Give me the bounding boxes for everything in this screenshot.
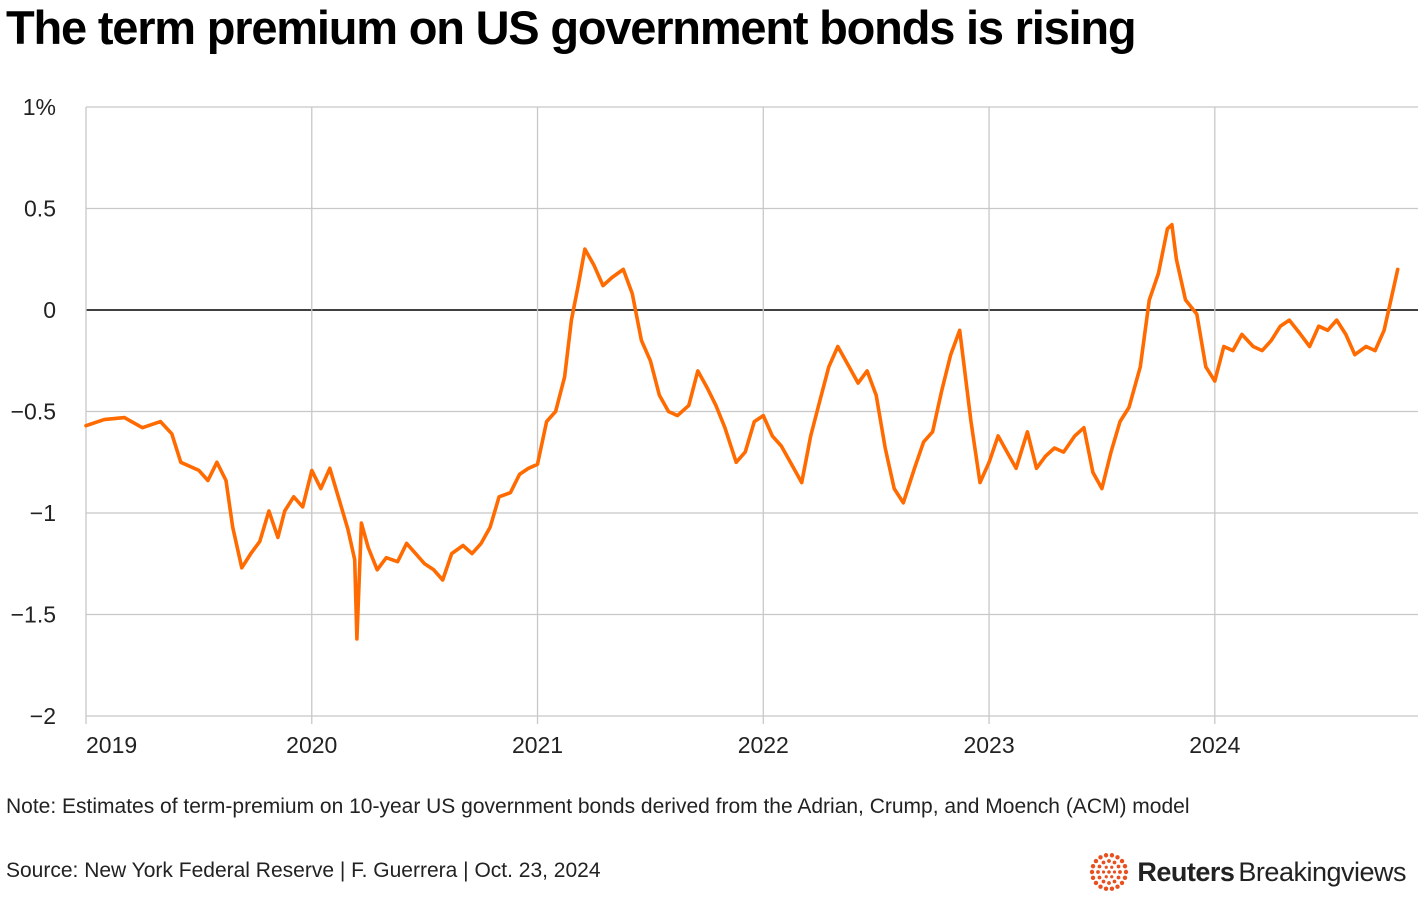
logo-dot [1117,875,1121,880]
logo-dot [1096,870,1101,874]
x-tick-label: 2020 [286,732,337,758]
logo-dot [1097,864,1102,869]
logo-dot [1097,875,1102,880]
logo-dot [1118,870,1123,874]
logo-dot [1110,886,1115,891]
y-tick-label: −2 [30,703,56,729]
y-tick-label: −1 [30,500,56,526]
logo-dot [1113,870,1117,874]
logo-dot [1120,858,1125,864]
logo-dot [1105,875,1109,879]
y-tick-label: 0.5 [24,196,56,222]
x-tick-label: 2021 [512,732,563,758]
axis-labels: 1% 0.5 0 −0.5 −1 −1.5 −2 2019 2020 2021 2022 2023 20… [11,94,1241,758]
logo-dot [1091,863,1096,869]
logo-dot [1115,884,1121,889]
gridlines [85,106,1418,724]
logo-dot [1115,855,1121,860]
x-tick-label: 2019 [86,732,137,758]
brand-logo: Reuters Breakingviews [1089,852,1406,892]
logo-dot [1102,870,1106,874]
logo-dot [1123,875,1128,881]
logo-dot [1104,886,1109,891]
chart-source: Source: New York Federal Reserve | F. Gu… [6,859,601,882]
logo-dot [1094,858,1099,864]
x-tick-label: 2022 [738,732,789,758]
logo-dot [1124,869,1129,875]
logo-dot [1110,853,1115,858]
logo-dot [1091,875,1096,881]
logo-dot [1112,879,1117,884]
logo-dot [1110,865,1114,869]
y-tick-label: 1% [23,94,56,120]
logo-dot [1101,860,1106,865]
chart-note: Note: Estimates of term-premium on 10-ye… [6,795,1190,818]
brand-name: Reuters [1137,856,1235,887]
reuters-dots-logo-icon [1090,853,1129,891]
brand-subname: Breakingviews [1238,856,1406,887]
logo-dot [1107,859,1112,863]
x-tick-label: 2023 [963,732,1014,758]
logo-dot [1098,884,1104,889]
logo-dot [1094,880,1099,886]
logo-dot [1107,881,1112,885]
logo-dot [1107,870,1112,874]
line-chart: 1% 0.5 0 −0.5 −1 −1.5 −2 2019 2020 2021 2022 2023 20… [11,94,1418,758]
y-tick-label: 0 [43,297,56,323]
logo-dot [1104,853,1109,858]
x-tick-label: 2024 [1189,732,1240,758]
logo-dot [1112,860,1117,865]
logo-dot [1098,855,1104,860]
logo-dot [1101,879,1106,884]
logo-dot [1090,869,1095,875]
y-tick-label: −1.5 [11,602,56,628]
y-tick-label: −0.5 [11,399,56,425]
chart-title: The term premium on US government bonds … [6,1,1137,54]
logo-dot [1123,863,1128,869]
term-premium-line [84,222,1400,641]
logo-dot [1110,875,1114,879]
logo-dot [1105,865,1109,869]
logo-dot [1117,864,1121,869]
logo-dot [1120,880,1125,886]
